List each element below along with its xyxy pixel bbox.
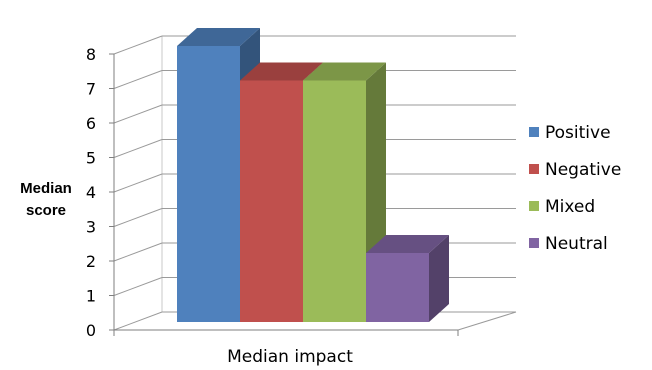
y-tick-label: 4: [86, 183, 96, 202]
y-tick-label: 1: [86, 287, 96, 306]
bar-front-negative: [240, 80, 303, 322]
y-tick-label: 8: [86, 45, 96, 64]
bar-side-neutral: [429, 235, 449, 322]
bar-front-mixed: [303, 80, 366, 322]
y-tick-label: 5: [86, 149, 96, 168]
y-axis-label-line1: Median: [20, 180, 72, 197]
y-tick-label: 0: [86, 321, 96, 340]
legend-swatch: [529, 201, 539, 211]
gridline-side-6: [113, 104, 163, 124]
legend-item-mixed: Mixed: [529, 197, 595, 217]
axes: [109, 53, 517, 336]
y-tick-label: 7: [86, 80, 96, 99]
bars: [177, 28, 449, 322]
floor-right-edge: [457, 311, 517, 331]
gridline-side-4: [113, 173, 163, 193]
legend-item-negative: Negative: [529, 160, 621, 180]
legend-swatch: [529, 238, 539, 248]
legend-swatch: [529, 164, 539, 174]
bar-neutral: [366, 235, 449, 322]
gridline-side-3: [113, 208, 163, 227]
bar-front-positive: [177, 46, 240, 322]
legend-item-positive: Positive: [529, 123, 611, 143]
bar-front-neutral: [366, 253, 429, 322]
y-tick-label: 3: [86, 218, 96, 237]
y-axis-label-line2: score: [26, 202, 66, 219]
bar-top-neutral: [366, 235, 449, 253]
legend-label: Neutral: [545, 234, 608, 254]
y-tick-label: 6: [86, 114, 96, 133]
bar-top-positive: [177, 28, 260, 46]
gridline-side-2: [113, 242, 163, 262]
legend-label: Negative: [545, 160, 621, 180]
legend: Positive Negative Mixed Neutral: [529, 123, 621, 254]
x-category-label: Median impact: [227, 347, 353, 367]
gridline-side-1: [113, 277, 163, 296]
bar-top-negative: [240, 62, 323, 81]
bar-top-mixed: [303, 62, 386, 81]
legend-item-neutral: Neutral: [529, 234, 608, 254]
y-tick-label: 2: [86, 252, 96, 271]
legend-swatch: [529, 127, 539, 137]
legend-label: Mixed: [545, 197, 595, 217]
gridline-side-0: [113, 311, 163, 331]
legend-label: Positive: [545, 123, 611, 143]
gridline-side-5: [113, 139, 163, 158]
y-tick-labels: 0 1 2 3 4 5 6 7 8: [86, 45, 96, 340]
gridline-side-8: [113, 35, 163, 55]
gridline-side-7: [113, 70, 163, 89]
